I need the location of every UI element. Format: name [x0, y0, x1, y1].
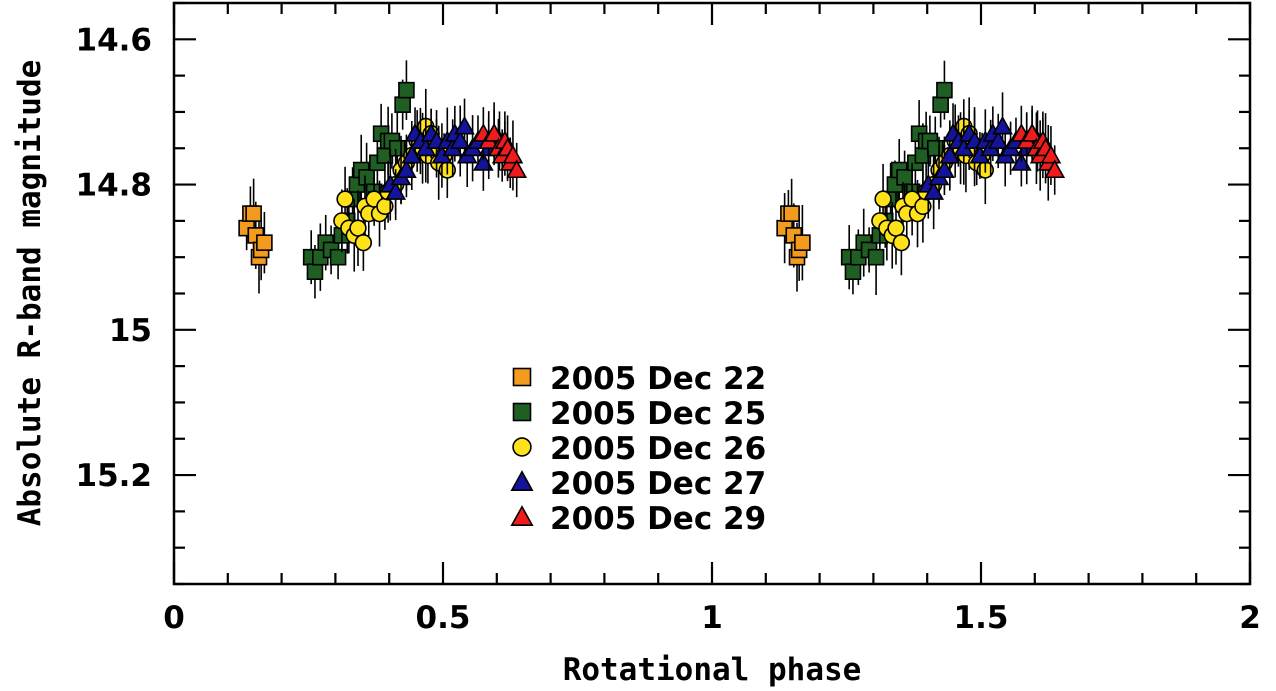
data-point: [1044, 159, 1066, 179]
x-tick-label: 2: [1239, 600, 1261, 636]
y-axis-title: Absolute R-band magnitude: [12, 60, 48, 527]
data-point: [401, 144, 423, 164]
x-axis-title: Rotational phase: [563, 652, 862, 688]
data-point: [336, 190, 354, 208]
legend-label: 2005 Dec 27: [550, 466, 766, 502]
data-point: [483, 123, 505, 142]
data-point: [354, 233, 373, 252]
data-point: [388, 139, 406, 157]
data-point: [349, 219, 367, 237]
data-point: [385, 181, 407, 200]
data-point: [398, 81, 415, 99]
data-point: [923, 181, 945, 200]
y-tick-label: 15.2: [76, 458, 153, 494]
data-point: [896, 169, 913, 186]
axis-ticks: [172, 1, 1252, 586]
y-tick-label: 14.6: [76, 22, 153, 58]
legend-label: 2005 Dec 26: [550, 431, 766, 467]
x-tick-label: 0.5: [416, 600, 471, 636]
data-point: [939, 144, 961, 164]
series-4: [472, 105, 1066, 201]
data-point: [472, 152, 494, 171]
data-point: [256, 234, 273, 251]
data-marks: [238, 60, 1066, 299]
legend-label: 2005 Dec 29: [550, 501, 766, 537]
legend-marker: [512, 367, 532, 387]
data-point: [1040, 144, 1062, 164]
data-point: [306, 263, 324, 281]
data-point: [358, 169, 375, 186]
legend-label: 2005 Dec 22: [550, 361, 766, 397]
legend-marker: [510, 505, 534, 526]
x-tick-label: 1: [701, 600, 723, 636]
tick-labels: 0 0.5 1 1.5 2 14.6 14.8 15 15.2: [76, 22, 1261, 636]
legend-marker: [512, 437, 532, 457]
data-point: [867, 248, 885, 266]
x-tick-label: 0: [163, 600, 185, 636]
data-point: [783, 205, 800, 222]
legend-label: 2005 Dec 25: [550, 396, 766, 432]
legend-marker: [510, 470, 534, 491]
data-point: [1010, 152, 1032, 171]
data-point: [992, 115, 1013, 135]
data-point: [936, 81, 953, 99]
data-point: [874, 190, 892, 208]
data-point: [932, 96, 949, 113]
legend-marker: [512, 402, 532, 422]
data-point: [502, 144, 524, 164]
data-point: [794, 234, 811, 251]
data-point: [329, 248, 347, 266]
data-point: [892, 233, 911, 252]
series-1: [302, 60, 953, 299]
data-point: [245, 205, 262, 222]
data-point: [987, 130, 1009, 149]
data-point: [1021, 123, 1043, 142]
series-3: [379, 92, 1054, 230]
data-point: [926, 139, 944, 157]
data-point: [506, 159, 528, 179]
data-point: [844, 263, 862, 281]
data-point: [396, 159, 417, 179]
data-point: [454, 115, 475, 135]
data-point: [934, 159, 955, 179]
series-0: [238, 178, 811, 294]
data-point: [394, 96, 411, 113]
data-point: [449, 130, 471, 149]
data-point: [887, 219, 905, 237]
x-tick-label: 1.5: [954, 600, 1009, 636]
y-tick-label: 15: [109, 313, 152, 349]
y-tick-label: 14.8: [76, 168, 153, 204]
